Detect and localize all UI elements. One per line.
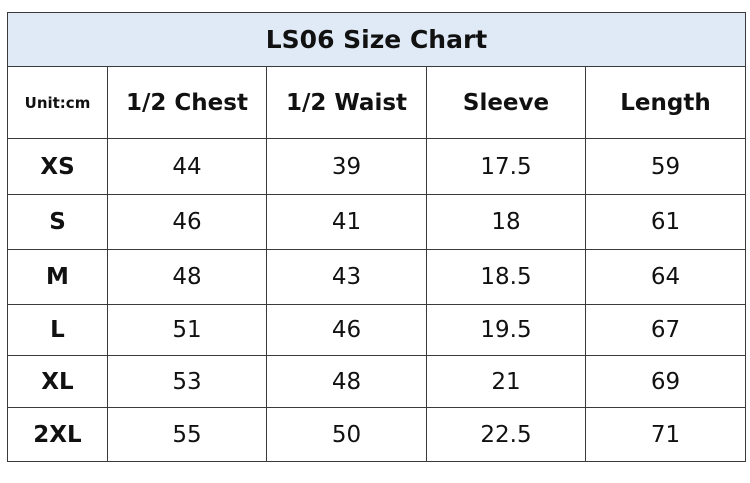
measurement-cell: 18.5 [426,249,586,305]
header-cell: 1/2 Waist [266,66,427,139]
table-body: LS06 Size Chart Unit:cm 1/2 Chest 1/2 Wais… [6,12,747,462]
size-row: XS 44 39 17.5 59 [7,138,747,195]
size-label: 2XL [7,407,108,462]
measurement-cell: 43 [266,249,427,305]
measurement-cell: 46 [266,304,427,356]
measurement-cell: 64 [584,249,747,305]
measurement-cell: 69 [584,355,747,408]
measurement-cell: 18 [426,194,586,250]
header-cell: Unit:cm [7,66,108,139]
size-label: XS [7,138,108,195]
header-row: Unit:cm 1/2 Chest 1/2 Waist Sleeve Length [7,66,747,139]
header-cell: Sleeve [426,66,586,139]
measurement-cell: 44 [107,138,267,195]
measurement-cell: 59 [584,138,747,195]
header-cell: 1/2 Chest [107,66,267,139]
table-title: LS06 Size Chart [6,12,747,67]
size-row: S 46 41 18 61 [7,194,747,250]
measurement-cell: 53 [107,355,267,408]
measurement-cell: 22.5 [426,407,586,462]
size-label: L [7,304,108,356]
measurement-cell: 48 [107,249,267,305]
measurement-cell: 17.5 [426,138,586,195]
measurement-cell: 50 [266,407,427,462]
measurement-cell: 55 [107,407,267,462]
size-label: M [7,249,108,305]
measurement-cell: 48 [266,355,427,408]
measurement-cell: 21 [426,355,586,408]
size-row: XL 53 48 21 69 [7,355,747,408]
header-cell: Length [584,66,747,139]
size-row: L 51 46 19.5 67 [7,304,747,356]
size-chart-table: LS06 Size Chart Unit:cm 1/2 Chest 1/2 Wais… [6,12,747,462]
size-label: XL [7,355,108,408]
size-row: M 48 43 18.5 64 [7,249,747,305]
measurement-cell: 67 [584,304,747,356]
measurement-cell: 51 [107,304,267,356]
title-row: LS06 Size Chart [6,12,747,67]
measurement-cell: 46 [107,194,267,250]
measurement-cell: 61 [584,194,747,250]
measurement-cell: 71 [584,407,747,462]
measurement-cell: 19.5 [426,304,586,356]
measurement-cell: 39 [266,138,427,195]
measurement-cell: 41 [266,194,427,250]
size-row: 2XL 55 50 22.5 71 [7,407,747,462]
size-label: S [7,194,108,250]
